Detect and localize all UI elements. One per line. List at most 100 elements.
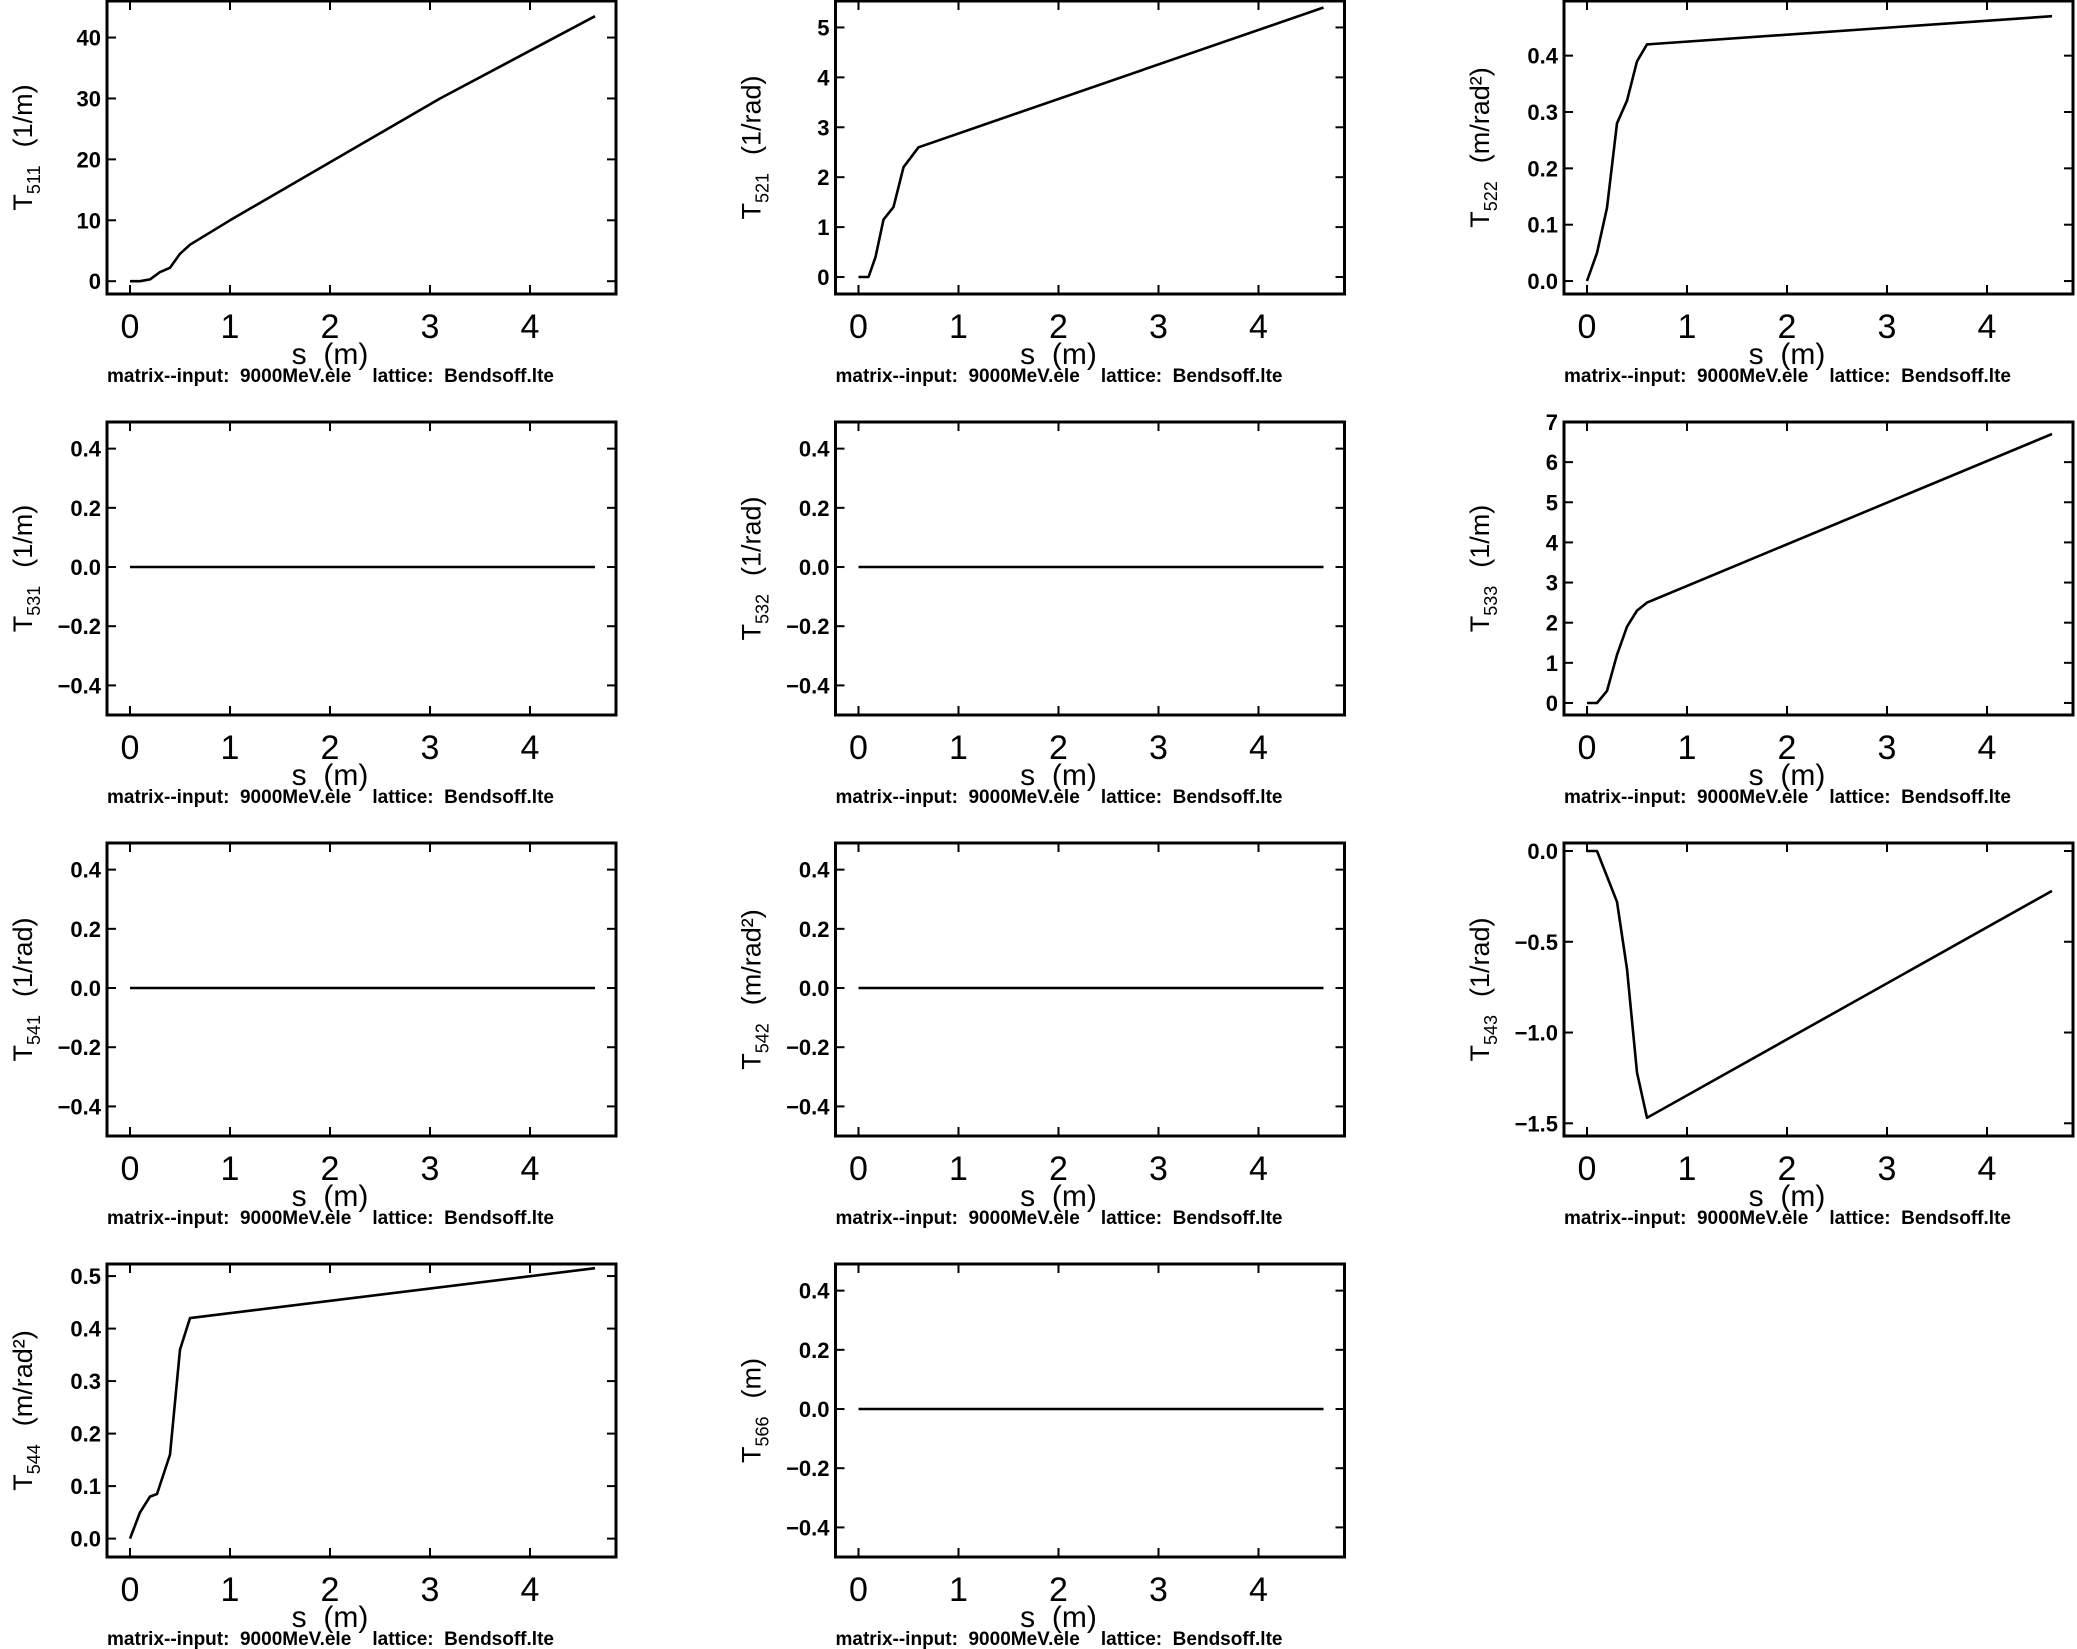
y-tick-label: 0.2 <box>799 496 830 521</box>
y-axis-symbol: T <box>737 203 767 220</box>
y-tick-label: −0.4 <box>786 673 830 698</box>
x-tick-label: 0 <box>1578 308 1597 346</box>
y-axis-label: T533 (1/m) <box>1465 505 1501 633</box>
x-axis-label: s (m) <box>292 1601 369 1634</box>
chart-panel-T532: 0 1 2 3 4 −0.4 −0.2 0.0 0.2 0.4 s (m)matrix--input… <box>737 420 1346 808</box>
x-tick-label: 3 <box>421 729 440 767</box>
chart-panel-T521: 0 1 2 3 4 0 1 2 3 4 5 s (m)matrix--input: 9000MeV.e… <box>737 0 1346 387</box>
y-axis-subscript: 511 <box>24 165 44 194</box>
x-tick-label: 1 <box>949 729 968 767</box>
y-axis-symbol: T <box>8 1474 38 1491</box>
x-tick-label: 1 <box>949 1150 968 1188</box>
y-axis-unit: (m) <box>737 1358 767 1398</box>
y-tick-label: 1 <box>817 215 829 240</box>
y-tick-label: 0.1 <box>1527 213 1558 238</box>
x-tick-label: 4 <box>1249 729 1268 767</box>
y-axis-subscript: 533 <box>1481 586 1501 616</box>
y-axis-symbol: T <box>8 1045 38 1062</box>
chart-panel-T544: 0 1 2 3 4 0.0 0.1 0.2 0.3 0.4 0.5 s (m)matrix--inpu… <box>8 1262 618 1649</box>
footer-caption: matrix--input: 9000MeV.ele lattice: Bend… <box>107 1208 554 1229</box>
series-line <box>1587 849 2053 1120</box>
y-axis-subscript: 544 <box>24 1444 44 1474</box>
chart-panel-T566: 0 1 2 3 4 −0.4 −0.2 0.0 0.2 0.4 s (m)matrix--input… <box>737 1262 1346 1649</box>
y-tick-label: 0.5 <box>70 1264 101 1289</box>
y-tick-label: 0.2 <box>1527 156 1558 181</box>
y-tick-label: 0.1 <box>70 1474 101 1499</box>
y-axis-symbol: T <box>737 1447 767 1464</box>
y-tick-label: −0.2 <box>58 614 101 639</box>
x-tick-label: 1 <box>221 308 240 346</box>
footer-caption: matrix--input: 9000MeV.ele lattice: Bend… <box>1564 366 2011 387</box>
y-tick-label: −0.4 <box>786 1094 830 1119</box>
y-tick-label: −0.2 <box>786 1035 829 1060</box>
footer-caption: matrix--input: 9000MeV.ele lattice: Bend… <box>107 787 554 808</box>
y-tick-label: 0.4 <box>1527 44 1558 69</box>
x-tick-label: 2 <box>1049 1150 1068 1188</box>
y-axis-unit: (1/rad) <box>737 496 767 576</box>
x-tick-label: 2 <box>1778 729 1797 767</box>
y-tick-label: 1 <box>1546 651 1558 676</box>
x-tick-label: 2 <box>1049 729 1068 767</box>
x-tick-label: 4 <box>1249 1150 1268 1188</box>
y-tick-label: 10 <box>77 208 101 233</box>
y-axis-subscript: 566 <box>753 1416 773 1446</box>
y-axis-symbol: T <box>8 194 38 211</box>
x-tick-label: 4 <box>1978 729 1997 767</box>
x-tick-label: 1 <box>949 308 968 346</box>
x-tick-label: 2 <box>1778 308 1797 346</box>
y-tick-label: 0.2 <box>799 1338 830 1363</box>
x-tick-label: 4 <box>1978 1150 1997 1188</box>
y-tick-label: 3 <box>817 115 829 140</box>
y-tick-label: 5 <box>817 15 829 40</box>
x-tick-label: 0 <box>1578 729 1597 767</box>
y-tick-label: 0.2 <box>70 1422 101 1447</box>
y-axis-label: T544 (m/rad²) <box>8 1330 44 1491</box>
y-axis-subscript: 543 <box>1481 1015 1501 1045</box>
y-axis-symbol: T <box>1465 616 1495 633</box>
y-tick-label: 5 <box>1546 490 1558 515</box>
y-axis-label: T566 (m) <box>737 1358 773 1463</box>
x-tick-label: 2 <box>321 729 340 767</box>
footer-caption: matrix--input: 9000MeV.ele lattice: Bend… <box>836 787 1283 808</box>
y-tick-label: 0.0 <box>1527 839 1558 864</box>
x-tick-label: 1 <box>1678 729 1697 767</box>
y-axis-symbol: T <box>1465 1045 1495 1062</box>
y-tick-label: 20 <box>77 147 101 172</box>
x-tick-label: 0 <box>849 729 868 767</box>
plot-frame <box>834 0 1346 296</box>
y-tick-label: 0.4 <box>70 858 101 883</box>
x-tick-label: 0 <box>121 308 140 346</box>
y-axis-label: T522 (m/rad²) <box>1465 67 1501 228</box>
y-tick-label: 0 <box>817 265 829 290</box>
y-tick-label: 2 <box>817 165 829 190</box>
x-tick-label: 4 <box>1249 308 1268 346</box>
y-tick-label: 6 <box>1546 450 1558 475</box>
x-axis-label: s (m) <box>1020 759 1097 792</box>
x-axis-label: s (m) <box>1749 338 1826 371</box>
series-line <box>128 1266 596 1540</box>
x-tick-label: 2 <box>321 1150 340 1188</box>
y-axis-unit: (m/rad²) <box>737 909 767 1005</box>
y-tick-label: −0.2 <box>786 614 829 639</box>
y-tick-label: 0.3 <box>70 1369 101 1394</box>
chart-panel-T533: 0 1 2 3 4 0 1 2 3 4 5 6 7 s (m)matrix--input: 9000MeV… <box>1465 410 2075 808</box>
x-tick-label: 0 <box>849 1571 868 1609</box>
footer-caption: matrix--input: 9000MeV.ele lattice: Bend… <box>836 366 1283 387</box>
x-tick-label: 4 <box>1249 1571 1268 1609</box>
plot-frame <box>105 1262 618 1559</box>
x-tick-label: 1 <box>949 1571 968 1609</box>
chart-panel-T541: 0 1 2 3 4 −0.4 −0.2 0.0 0.2 0.4 s (m)matrix--input… <box>8 841 618 1229</box>
x-tick-label: 3 <box>421 308 440 346</box>
plot-frame <box>1562 841 2075 1138</box>
x-axis-label: s (m) <box>292 1180 369 1213</box>
x-tick-label: 4 <box>521 1150 540 1188</box>
x-tick-label: 2 <box>1049 1571 1068 1609</box>
y-axis-unit: (1/rad) <box>737 75 767 155</box>
plot-frame <box>105 841 618 1138</box>
y-tick-label: 0.2 <box>70 917 101 942</box>
x-tick-label: 4 <box>521 308 540 346</box>
y-axis-unit: (1/m) <box>1465 505 1495 568</box>
y-axis-subscript: 532 <box>753 594 773 624</box>
x-tick-label: 3 <box>1878 1150 1897 1188</box>
